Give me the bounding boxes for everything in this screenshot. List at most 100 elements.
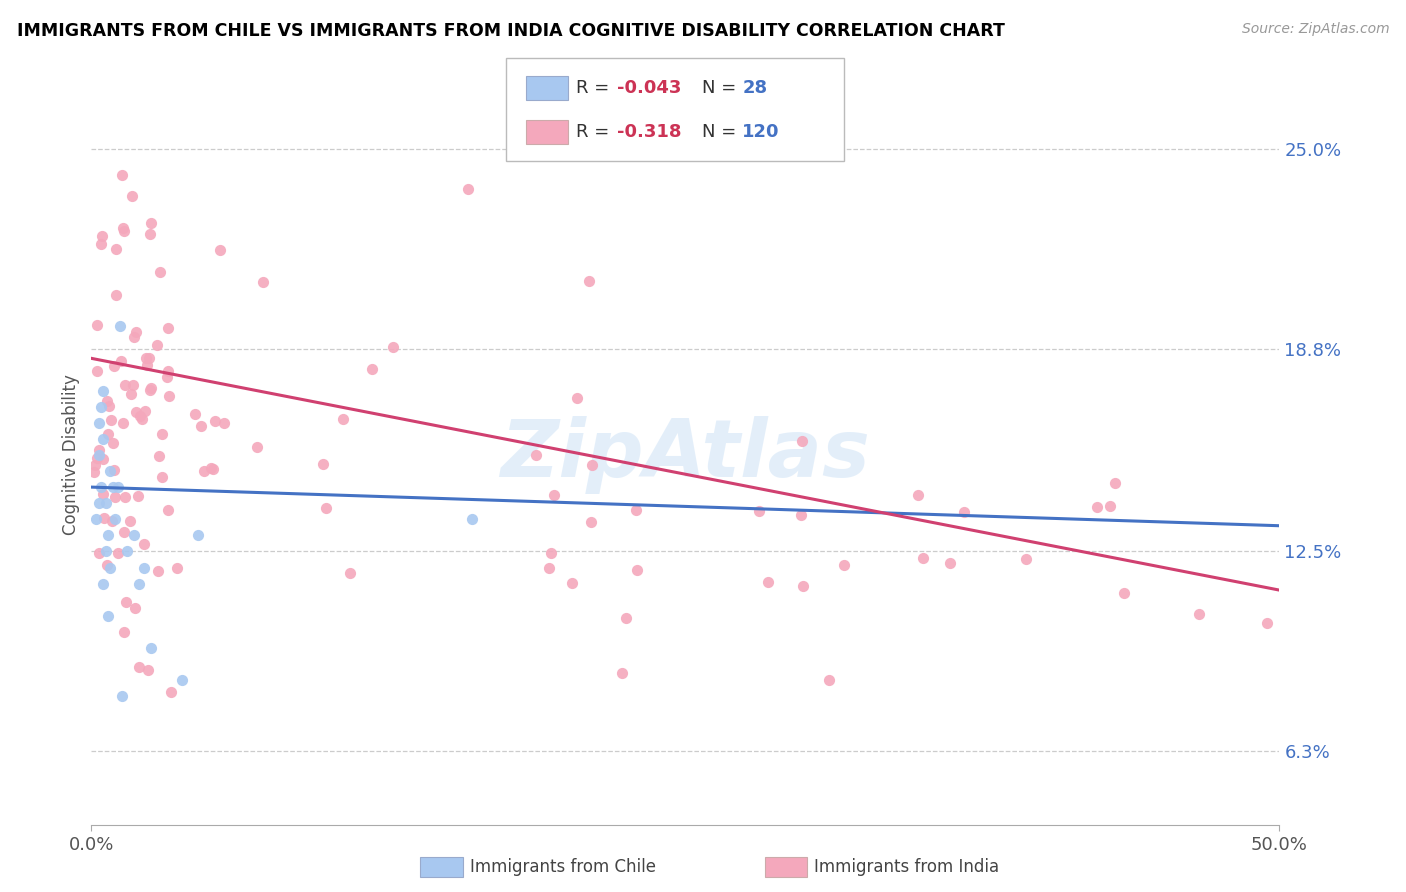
Point — [148, 449, 170, 463]
Y-axis label: Cognitive Disability: Cognitive Disability — [62, 375, 80, 535]
Point — [1188, 607, 1211, 621]
Point — [756, 574, 779, 589]
Point — [94, 496, 117, 510]
Point — [97, 528, 120, 542]
Point — [100, 560, 122, 574]
Point — [138, 227, 160, 242]
Point — [214, 416, 236, 430]
Point — [156, 370, 179, 384]
Point — [111, 690, 134, 704]
Point — [1112, 586, 1135, 600]
Point — [122, 330, 145, 344]
Point — [581, 458, 603, 473]
Point — [93, 451, 115, 466]
Point — [1099, 499, 1122, 513]
Point — [136, 663, 159, 677]
Point — [96, 393, 118, 408]
Text: R =: R = — [576, 78, 616, 96]
Text: N =: N = — [702, 78, 741, 96]
Point — [939, 850, 962, 864]
Point — [184, 407, 207, 421]
Point — [193, 464, 215, 478]
Point — [100, 413, 122, 427]
Point — [120, 514, 142, 528]
Point — [91, 487, 114, 501]
Point — [139, 383, 162, 397]
Point — [97, 426, 120, 441]
Text: 28: 28 — [742, 78, 768, 96]
Point — [1263, 850, 1285, 864]
Point — [537, 561, 560, 575]
Point — [187, 528, 209, 542]
Point — [94, 544, 117, 558]
Point — [543, 488, 565, 502]
Point — [101, 480, 124, 494]
Point — [790, 508, 813, 522]
Point — [156, 364, 179, 378]
Point — [792, 579, 814, 593]
Point — [614, 611, 637, 625]
Point — [112, 221, 135, 235]
Point — [101, 515, 124, 529]
Point — [332, 411, 354, 425]
Point — [86, 450, 108, 465]
Point — [105, 288, 128, 302]
Text: Immigrants from Chile: Immigrants from Chile — [470, 858, 655, 876]
Point — [1104, 475, 1126, 490]
Point — [150, 470, 173, 484]
Point — [460, 512, 482, 526]
Point — [87, 546, 110, 560]
Point — [122, 528, 145, 542]
Text: R =: R = — [576, 123, 616, 141]
Point — [128, 409, 150, 424]
Point — [124, 601, 146, 615]
Point — [540, 546, 562, 560]
Point — [103, 490, 125, 504]
Point — [87, 448, 110, 462]
Point — [120, 387, 142, 401]
Point — [907, 488, 929, 502]
Point — [107, 480, 129, 494]
Point — [125, 325, 148, 339]
Point — [128, 659, 150, 673]
Point — [817, 673, 839, 688]
Point — [100, 464, 122, 478]
Point — [97, 399, 120, 413]
Text: Immigrants from India: Immigrants from India — [814, 858, 1000, 876]
Point — [110, 354, 132, 368]
Point — [91, 432, 114, 446]
Point — [939, 556, 962, 570]
Point — [90, 237, 112, 252]
Point — [1014, 552, 1036, 566]
Point — [748, 504, 770, 518]
Point — [87, 416, 110, 430]
Point — [624, 503, 647, 517]
Point — [114, 595, 136, 609]
Point — [103, 359, 125, 374]
Point — [202, 462, 225, 476]
Point — [139, 641, 162, 656]
Text: N =: N = — [702, 123, 741, 141]
Point — [96, 558, 118, 572]
Point — [382, 340, 405, 354]
Point — [141, 217, 163, 231]
Point — [1085, 500, 1108, 515]
Point — [131, 412, 153, 426]
Point — [834, 558, 856, 572]
Point — [139, 381, 162, 395]
Text: -0.318: -0.318 — [617, 123, 682, 141]
Point — [105, 242, 128, 256]
Point — [156, 320, 179, 334]
Point — [110, 168, 132, 182]
Point — [911, 551, 934, 566]
Point — [86, 318, 108, 332]
Point — [610, 666, 633, 681]
Point — [90, 480, 112, 494]
Point — [108, 319, 131, 334]
Point — [115, 544, 138, 558]
Point — [103, 463, 125, 477]
Point — [578, 274, 600, 288]
Point — [112, 224, 135, 238]
Point — [93, 511, 115, 525]
Point — [132, 537, 155, 551]
